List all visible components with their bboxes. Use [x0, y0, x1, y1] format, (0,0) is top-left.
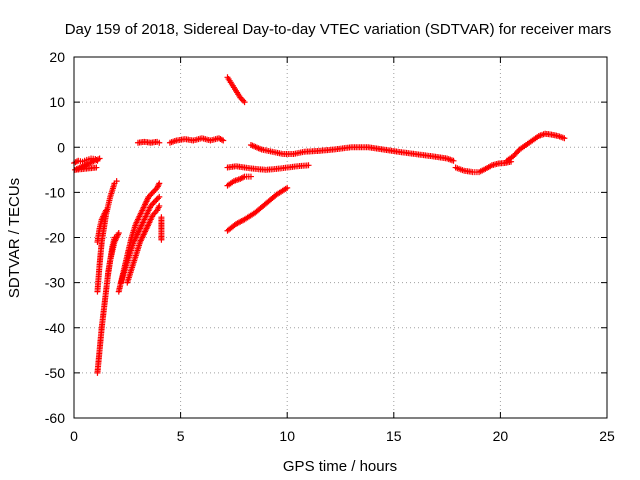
x-tick-label: 20 — [493, 428, 509, 444]
series-segment-2 — [94, 234, 118, 376]
series-segment-14 — [224, 173, 254, 189]
x-axis-ticks: 0 5 10 15 20 25 — [70, 57, 615, 444]
y-tick-label: 0 — [57, 139, 65, 155]
data-point — [220, 137, 227, 144]
series-segment-11 — [166, 135, 227, 146]
x-axis-label: GPS time / hours — [283, 458, 397, 475]
series-segment-5 — [105, 229, 122, 277]
data-point — [93, 164, 100, 171]
series-segment-12 — [224, 74, 248, 106]
data-point — [284, 184, 291, 191]
x-tick-label: 0 — [70, 428, 78, 444]
data-point — [305, 162, 312, 169]
grid — [74, 57, 607, 418]
x-tick-label: 10 — [279, 428, 295, 444]
series-segment-15 — [224, 184, 291, 234]
y-axis-label: SDTVAR / TECUs — [6, 178, 23, 298]
data-points — [71, 74, 568, 376]
y-tick-label: 10 — [49, 94, 65, 110]
data-point — [113, 178, 120, 185]
x-tick-label: 5 — [177, 428, 185, 444]
data-point — [158, 236, 165, 243]
data-point — [450, 157, 457, 164]
y-tick-label: -60 — [45, 410, 65, 426]
series-segment-7 — [117, 193, 163, 286]
data-point — [156, 202, 163, 209]
series-segment-3 — [94, 178, 120, 295]
y-tick-label: -40 — [45, 320, 65, 336]
series-segment-9 — [158, 214, 165, 243]
data-point — [115, 229, 122, 236]
data-point — [156, 139, 163, 146]
series-segment-17 — [452, 158, 515, 176]
series-segment-13 — [224, 162, 312, 173]
series-segment-10 — [134, 138, 163, 146]
series-segment-8 — [124, 202, 163, 286]
data-point — [561, 135, 568, 142]
x-tick-label: 15 — [386, 428, 402, 444]
y-tick-label: 20 — [49, 49, 65, 65]
series-segment-18 — [503, 130, 568, 164]
y-tick-label: -50 — [45, 365, 65, 381]
plot-frame — [73, 56, 608, 419]
x-tick-label: 25 — [599, 428, 615, 444]
y-axis-ticks: -60 -50 -40 -30 -20 -10 0 10 20 — [45, 49, 607, 426]
series-segment-16 — [247, 141, 457, 164]
data-point — [241, 99, 248, 106]
y-tick-label: -10 — [45, 184, 65, 200]
y-tick-label: -20 — [45, 230, 65, 246]
chart-title: Day 159 of 2018, Sidereal Day-to-day VTE… — [65, 21, 612, 38]
data-point — [156, 180, 163, 187]
series-segment-4 — [94, 207, 109, 246]
data-point — [247, 173, 254, 180]
data-point — [156, 193, 163, 200]
y-tick-label: -30 — [45, 275, 65, 291]
series-segment-1 — [71, 155, 103, 173]
data-point — [102, 207, 109, 214]
